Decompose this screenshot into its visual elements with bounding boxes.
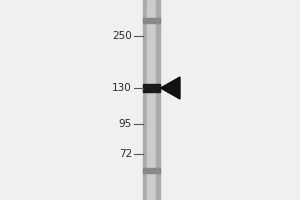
Bar bbox=[143, 18, 160, 22]
Bar bbox=[156, 0, 160, 200]
Text: 130: 130 bbox=[112, 83, 132, 93]
Bar bbox=[147, 0, 156, 200]
Bar bbox=[143, 168, 160, 172]
Bar bbox=[143, 84, 160, 92]
Text: 250: 250 bbox=[112, 31, 132, 41]
Bar bbox=[143, 0, 147, 200]
Text: 95: 95 bbox=[119, 119, 132, 129]
Text: 72: 72 bbox=[119, 149, 132, 159]
Polygon shape bbox=[160, 77, 180, 99]
